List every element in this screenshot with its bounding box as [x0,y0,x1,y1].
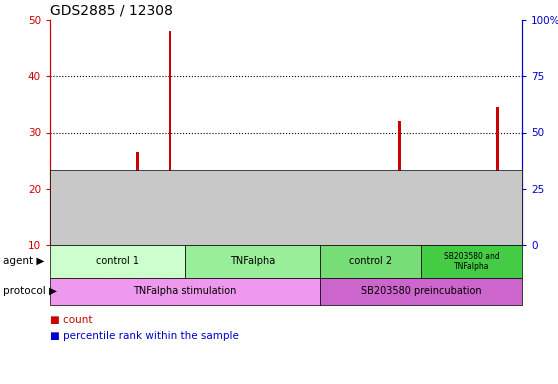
Text: agent ▶: agent ▶ [3,257,45,266]
Text: SB203580 preincubation: SB203580 preincubation [360,286,481,296]
Text: TNFalpha stimulation: TNFalpha stimulation [133,286,237,296]
Bar [398,121,401,245]
Bar [169,31,171,245]
Bar [466,219,469,245]
Bar [401,219,403,245]
Text: TNFalpha: TNFalpha [230,257,275,266]
Bar [204,240,206,245]
Bar [365,217,368,245]
Bar [300,172,302,245]
Text: control 2: control 2 [349,257,392,266]
Text: ■ count: ■ count [50,315,93,325]
Bar [333,231,335,245]
Text: control 1: control 1 [96,257,139,266]
Bar [201,237,204,245]
Bar [335,239,338,245]
Bar [499,219,502,245]
Bar [497,107,499,245]
Text: SB203580 and
TNFalpha: SB203580 and TNFalpha [444,252,499,271]
Bar [237,239,239,245]
Bar [302,219,305,245]
Bar [70,231,73,245]
Bar [368,219,371,245]
Bar [138,240,141,245]
Bar [171,217,174,245]
Text: GDS2885 / 12308: GDS2885 / 12308 [50,4,173,18]
Bar [267,186,270,245]
Bar [234,237,237,245]
Text: ■ percentile rank within the sample: ■ percentile rank within the sample [50,331,239,341]
Text: protocol ▶: protocol ▶ [3,286,57,296]
Bar [73,240,75,245]
Bar [103,242,105,245]
Bar [464,192,466,245]
Bar [431,231,434,245]
Bar [270,219,272,245]
Bar [434,240,436,245]
Bar [105,243,108,245]
Bar [136,152,138,245]
